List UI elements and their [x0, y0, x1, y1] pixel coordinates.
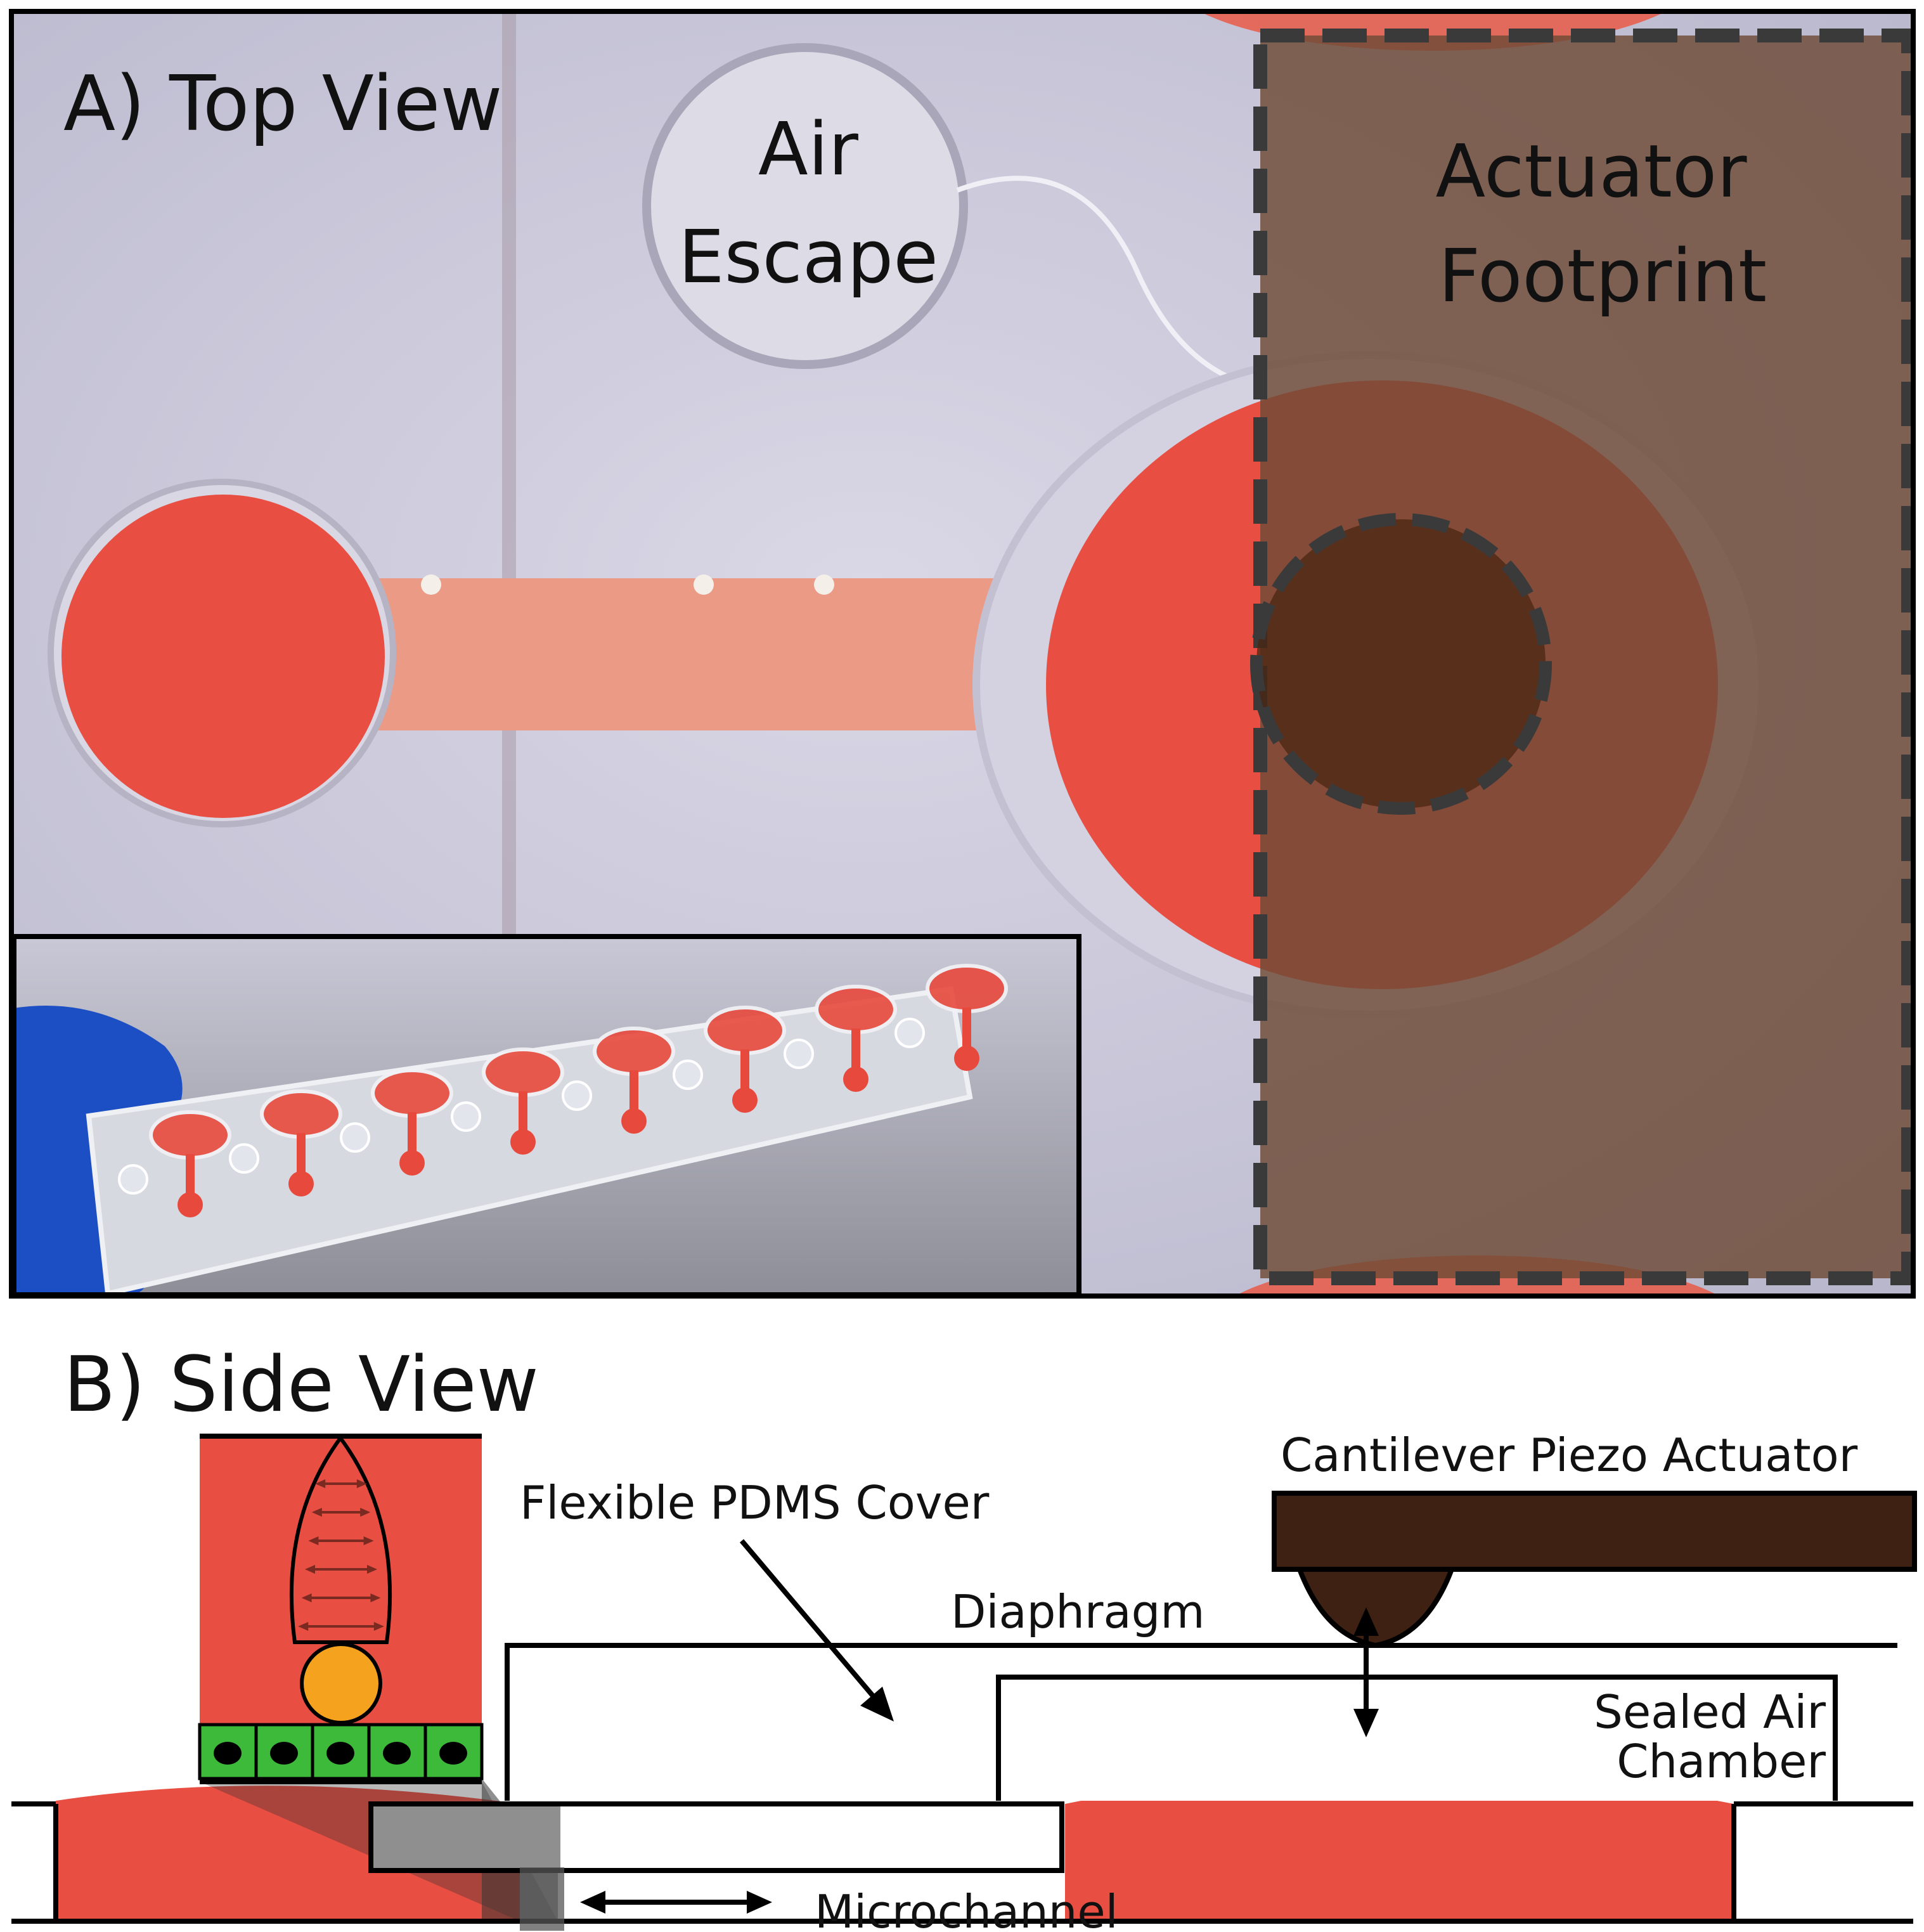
inset-well: [149, 1110, 231, 1160]
panel-a-top-view: A) Top View Air Escape Actuator Footprin…: [9, 9, 1916, 1299]
channel-bubble: [694, 574, 714, 595]
shear-arrow-head: [315, 1479, 326, 1488]
shear-arrow-head: [363, 1536, 374, 1545]
inset-well: [815, 985, 897, 1034]
inset-outlet: [732, 1087, 758, 1113]
inset-bubble: [562, 1080, 592, 1111]
actuator-tip-footprint: [1256, 519, 1546, 808]
cell-nucleus: [439, 1742, 467, 1765]
air-escape-label-1: Air: [758, 107, 859, 192]
cell-zoom-inset: [198, 1434, 484, 1784]
inset-outlet: [178, 1192, 203, 1217]
air-escape-tube: [956, 176, 1237, 383]
panel-a-label: A) Top View: [63, 60, 502, 148]
shear-arrow-head: [367, 1565, 377, 1574]
panel-b-label: B) Side View: [63, 1341, 539, 1429]
inset-well: [593, 1027, 675, 1076]
microchannel-arrow: [580, 1891, 772, 1914]
orange-bead: [300, 1642, 382, 1725]
inset-photo: [11, 934, 1081, 1297]
piezo-actuator-label: Cantilever Piezo Actuator: [1281, 1429, 1858, 1482]
inset-well: [704, 1006, 786, 1055]
channel-bubble: [421, 574, 441, 595]
panel-b-side-view: B) Side View Microchannel Can: [11, 1341, 1917, 1932]
shear-arrow-head: [356, 1479, 367, 1488]
diaphragm-label: Diaphragm: [951, 1585, 1204, 1638]
piezo-actuator-tip: [1296, 1567, 1456, 1649]
shear-arrow-head: [311, 1508, 322, 1517]
inset-outlet: [621, 1108, 647, 1134]
shear-arrow-head: [298, 1622, 309, 1631]
cell-layer: [198, 1723, 484, 1780]
inset-bubble: [784, 1039, 814, 1069]
actuator-footprint-label-2: Footprint: [1438, 234, 1767, 319]
inset-well: [260, 1089, 342, 1139]
inset-well: [371, 1068, 453, 1118]
pdms-cover-outline: [505, 1643, 1897, 1801]
actuator-footprint-label-1: Actuator: [1435, 129, 1747, 214]
channel-bubble: [814, 574, 834, 595]
inset-outlet: [843, 1066, 868, 1092]
vertical-seam: [502, 11, 516, 937]
cell-nucleus: [326, 1742, 354, 1765]
inset-bubble: [229, 1143, 259, 1174]
inset-outlet: [510, 1129, 536, 1155]
air-escape-well: [642, 43, 968, 369]
cell-nucleus: [270, 1742, 298, 1765]
channel-fluid-side: [520, 1874, 1065, 1921]
actuator-footprint-border: [1253, 29, 1913, 1285]
inset-outlet: [399, 1150, 425, 1176]
flexible-cover-arrow: [739, 1539, 894, 1721]
shear-arrow-head: [360, 1508, 371, 1517]
microchannel-highlight: [520, 1867, 564, 1931]
inset-outlet: [954, 1046, 979, 1071]
shear-arrow-head: [305, 1565, 315, 1574]
flexible-cover-label: Flexible PDMS Cover: [520, 1476, 990, 1529]
actuation-arrow: [1353, 1607, 1379, 1737]
right-well-fluid-side: [1065, 1770, 1734, 1921]
left-well-fluid: [61, 495, 385, 818]
piezo-cantilever-beam: [1272, 1491, 1917, 1572]
cell-nucleus: [214, 1742, 242, 1765]
inset-bubble: [673, 1060, 703, 1090]
sealed-chamber-label-2: Chamber: [1617, 1735, 1826, 1788]
microchannel-label: Microchannel: [815, 1885, 1118, 1932]
shear-arrow-head: [308, 1536, 319, 1545]
inset-wells: [118, 964, 1008, 1217]
air-escape-label-2: Escape: [678, 215, 938, 300]
shear-arrow-head: [373, 1622, 384, 1631]
sealed-chamber-label-1: Sealed Air: [1594, 1685, 1826, 1739]
shear-arrows: [298, 1479, 384, 1631]
inset-well: [482, 1047, 564, 1097]
streamline-envelope: [289, 1434, 392, 1644]
inset-bubble: [894, 1018, 925, 1048]
inset-well: [926, 964, 1008, 1013]
inset-bubble: [451, 1101, 481, 1132]
cell-nucleus: [383, 1742, 411, 1765]
shear-arrow-head: [301, 1593, 312, 1602]
inset-outlet: [288, 1171, 314, 1196]
pdms-cover-inner-outline: [996, 1675, 1838, 1801]
sealed-air-chamber: [1001, 1680, 1833, 1801]
inset-bubble: [340, 1122, 370, 1153]
shear-arrow-head: [370, 1593, 381, 1602]
actuator-tip-border: [1250, 513, 1552, 815]
panel-a-border: [9, 9, 1916, 1299]
substrate-layer-shade: [373, 1806, 560, 1868]
inset-bubble: [118, 1164, 148, 1195]
